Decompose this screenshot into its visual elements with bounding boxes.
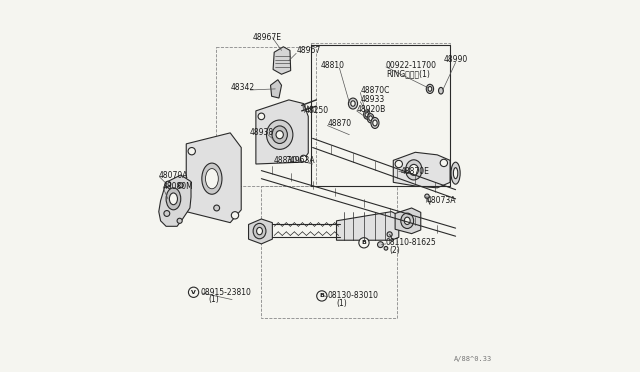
Text: 48810: 48810	[321, 61, 345, 70]
Text: V: V	[191, 290, 196, 295]
Ellipse shape	[367, 113, 374, 123]
Circle shape	[214, 205, 220, 211]
Ellipse shape	[272, 126, 287, 144]
Text: 48870E: 48870E	[401, 167, 429, 176]
Text: 08915-23810: 08915-23810	[201, 288, 252, 297]
Circle shape	[188, 148, 195, 155]
Circle shape	[440, 159, 447, 167]
Circle shape	[165, 181, 171, 187]
Circle shape	[378, 242, 383, 247]
Polygon shape	[186, 133, 241, 223]
Ellipse shape	[257, 227, 262, 235]
Ellipse shape	[253, 223, 266, 239]
Ellipse shape	[365, 112, 369, 117]
Text: 48830: 48830	[274, 156, 298, 165]
Circle shape	[387, 232, 392, 237]
Text: 48990: 48990	[444, 55, 468, 64]
Text: 48967: 48967	[296, 46, 321, 55]
Ellipse shape	[453, 168, 458, 179]
Circle shape	[188, 287, 198, 297]
Circle shape	[258, 113, 265, 120]
Ellipse shape	[428, 87, 432, 91]
Text: 08110-81625: 08110-81625	[386, 238, 436, 247]
Text: 48938: 48938	[250, 128, 273, 137]
Text: (1): (1)	[337, 299, 348, 308]
Text: 48870C: 48870C	[360, 86, 390, 95]
Ellipse shape	[409, 164, 419, 175]
Text: 48342: 48342	[231, 83, 255, 92]
Text: (2): (2)	[390, 246, 401, 254]
Polygon shape	[248, 219, 273, 244]
Text: 08130-83010: 08130-83010	[327, 291, 378, 301]
Ellipse shape	[166, 188, 180, 210]
Ellipse shape	[364, 110, 370, 119]
Ellipse shape	[426, 84, 433, 93]
Text: 48870: 48870	[327, 119, 351, 128]
Text: 48250: 48250	[305, 106, 329, 115]
Text: B: B	[362, 240, 367, 245]
Circle shape	[359, 238, 369, 248]
Text: RINGリング(1): RINGリング(1)	[386, 70, 430, 79]
Ellipse shape	[451, 162, 460, 184]
Text: 48920B: 48920B	[356, 105, 386, 113]
Circle shape	[317, 291, 327, 301]
Text: 48070A: 48070A	[159, 170, 188, 180]
Circle shape	[384, 247, 388, 250]
Ellipse shape	[372, 120, 377, 126]
Ellipse shape	[202, 163, 222, 194]
Circle shape	[425, 194, 429, 198]
Ellipse shape	[348, 98, 358, 109]
Polygon shape	[271, 80, 282, 98]
Ellipse shape	[276, 131, 284, 139]
Text: 74963A: 74963A	[285, 156, 315, 165]
Polygon shape	[394, 152, 450, 188]
Text: 48933: 48933	[360, 95, 385, 105]
Text: 48073A: 48073A	[426, 196, 456, 205]
Text: 00922-11700: 00922-11700	[386, 61, 437, 70]
Ellipse shape	[406, 160, 422, 180]
Polygon shape	[337, 212, 399, 240]
Ellipse shape	[369, 116, 372, 121]
Circle shape	[164, 211, 170, 217]
Ellipse shape	[351, 101, 355, 106]
Polygon shape	[256, 100, 308, 164]
Circle shape	[231, 212, 239, 219]
Text: (1): (1)	[208, 295, 219, 304]
Circle shape	[178, 183, 183, 188]
Circle shape	[300, 155, 307, 162]
Polygon shape	[159, 175, 191, 226]
Ellipse shape	[170, 193, 177, 205]
Ellipse shape	[205, 169, 218, 189]
Text: A/88^0.33: A/88^0.33	[454, 356, 492, 362]
Polygon shape	[395, 208, 420, 234]
Ellipse shape	[438, 87, 444, 94]
Text: 48080M: 48080M	[163, 182, 193, 190]
Circle shape	[395, 160, 403, 168]
Ellipse shape	[266, 120, 293, 149]
Text: B: B	[319, 294, 324, 298]
Text: 48967E: 48967E	[252, 33, 282, 42]
Polygon shape	[273, 47, 291, 74]
Ellipse shape	[404, 217, 410, 224]
Ellipse shape	[371, 118, 379, 128]
Circle shape	[177, 218, 182, 223]
Ellipse shape	[401, 213, 413, 228]
